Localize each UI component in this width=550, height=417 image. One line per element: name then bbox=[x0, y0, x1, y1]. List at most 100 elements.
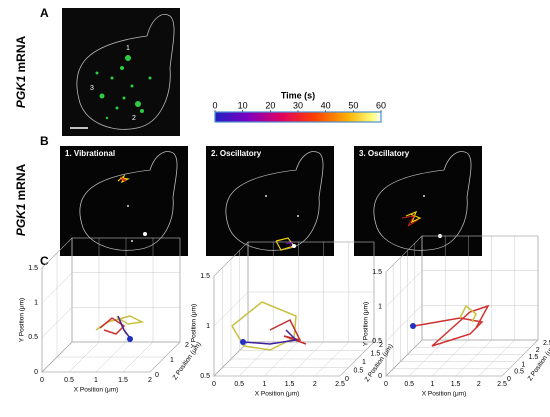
colorbar-tick-label: 0 bbox=[212, 100, 217, 110]
grid-line bbox=[407, 250, 524, 355]
x-tick-label: 0.5 bbox=[234, 381, 244, 388]
x-tick-label: 0 bbox=[384, 381, 388, 388]
panel-label: C bbox=[40, 254, 49, 268]
x-tick-label: 1.5 bbox=[451, 381, 461, 388]
x-tick-label: 0.5 bbox=[404, 381, 414, 388]
y-tick-label: 0.5 bbox=[200, 373, 210, 380]
grid-line bbox=[41, 272, 180, 303]
grid-line bbox=[314, 242, 349, 377]
x-axis-label: X Position (μm) bbox=[422, 391, 467, 398]
micrograph: 2. Oscillatory bbox=[206, 146, 334, 256]
gene-label: PGK1 mRNA bbox=[14, 163, 28, 236]
z-tick-label: 2 bbox=[185, 342, 189, 349]
x-tick-label: 1.5 bbox=[285, 381, 295, 388]
panel-title: 1. Vibrational bbox=[65, 149, 115, 158]
z-tick-label: 2 bbox=[379, 342, 383, 349]
grid-line bbox=[385, 270, 538, 307]
y-tick-label: 1 bbox=[206, 323, 210, 330]
grid-line bbox=[213, 276, 340, 377]
panel-label: B bbox=[40, 134, 49, 148]
colorbar-tick-label: 30 bbox=[293, 100, 303, 110]
x-tick-label: 1.5 bbox=[118, 377, 128, 384]
gene-label: PGK1 mRNA bbox=[14, 35, 28, 108]
side-wall bbox=[385, 235, 423, 377]
x-tick-label: 2.5 bbox=[497, 381, 507, 388]
panel-title: 3. Oscillatory bbox=[359, 149, 410, 158]
colorbar-tick-label: 50 bbox=[348, 100, 358, 110]
plot-3d: 00.511.522.500.511.500.511.522.5X Positi… bbox=[363, 235, 550, 398]
z-tick-label: 0 bbox=[155, 372, 159, 379]
panel-label: A bbox=[40, 6, 49, 20]
x-tick-label: 1 bbox=[262, 381, 266, 388]
micrograph: 1 3 2 bbox=[62, 8, 180, 136]
y-tick-label: 1.5 bbox=[372, 269, 382, 276]
grid-line bbox=[230, 259, 357, 360]
z-tick-label: 0 bbox=[345, 376, 349, 383]
x-tick-label: 1 bbox=[430, 381, 434, 388]
grid-line bbox=[478, 236, 515, 377]
x-tick-label: 0 bbox=[40, 377, 44, 384]
grid-line bbox=[393, 264, 510, 369]
x-tick-label: 2 bbox=[148, 377, 152, 384]
grid-line bbox=[385, 236, 423, 377]
y-tick-label: 0 bbox=[34, 369, 38, 376]
micrograph: 3. Oscillatory bbox=[354, 146, 482, 256]
grid-line bbox=[149, 238, 181, 373]
x-tick-label: 2.5 bbox=[335, 381, 345, 388]
grid-line bbox=[264, 242, 299, 377]
grid-line bbox=[222, 267, 349, 368]
colorbar bbox=[214, 111, 382, 123]
gene-suffix: mRNA bbox=[14, 35, 28, 72]
z-tick-label: 2.5 bbox=[543, 340, 550, 347]
colorbar-title: Time (s) bbox=[281, 90, 315, 100]
grid-line bbox=[71, 238, 180, 343]
spot-label: 1 bbox=[126, 45, 130, 52]
spot-label: 3 bbox=[90, 85, 94, 92]
grid-line bbox=[289, 242, 324, 377]
grid-line bbox=[414, 243, 531, 348]
trajectory bbox=[95, 301, 490, 351]
colorbar-tick-label: 10 bbox=[238, 100, 248, 110]
z-tick-label: 1 bbox=[170, 357, 174, 364]
grid-line bbox=[432, 236, 469, 377]
y-tick-label: 1.5 bbox=[200, 273, 210, 280]
z-tick-label: 1 bbox=[521, 361, 525, 368]
x-axis-label: X Position (μm) bbox=[74, 387, 119, 394]
z-tick-label: 2 bbox=[536, 347, 540, 354]
grid-line bbox=[239, 250, 366, 351]
y-axis-label: Y Position (μm) bbox=[19, 298, 26, 342]
grid-line bbox=[421, 236, 538, 341]
colorbar-tick-label: 40 bbox=[321, 100, 331, 110]
x-axis-label: X Position (μm) bbox=[255, 391, 300, 398]
y-axis-label: Y Position (μm) bbox=[363, 302, 370, 346]
grid-line bbox=[239, 242, 274, 377]
micrograph: 1. Vibrational bbox=[60, 146, 188, 256]
y-tick-label: 1.5 bbox=[28, 265, 38, 272]
x-tick-label: 0.5 bbox=[64, 377, 74, 384]
gene-name: PGK1 bbox=[14, 75, 28, 108]
colorbar-ticks: 0 10 20 30 40 50 60 bbox=[212, 100, 386, 112]
x-tick-label: 2 bbox=[313, 381, 317, 388]
colorbar-tick-label: 60 bbox=[376, 100, 386, 110]
colorbar-tick-label: 20 bbox=[265, 100, 275, 110]
y-tick-label: 1 bbox=[378, 304, 382, 311]
z-tick-label: 1 bbox=[362, 359, 366, 366]
gene-suffix: mRNA bbox=[14, 163, 28, 200]
y-tick-label: 1 bbox=[34, 300, 38, 307]
z-tick-label: 0.5 bbox=[354, 367, 364, 374]
y-tick-label: 0.5 bbox=[28, 334, 38, 341]
z-tick-label: 0 bbox=[507, 376, 511, 383]
z-tick-label: 1.5 bbox=[371, 350, 381, 357]
grid-line bbox=[41, 268, 150, 373]
x-tick-label: 0 bbox=[212, 381, 216, 388]
z-tick-label: 1.5 bbox=[529, 354, 539, 361]
grid-line bbox=[385, 272, 502, 377]
panel-title: 2. Oscillatory bbox=[211, 149, 262, 158]
x-tick-label: 1 bbox=[94, 377, 98, 384]
y-axis-label: Y Position (μm) bbox=[191, 304, 198, 348]
grid-line bbox=[122, 238, 154, 373]
grid-line bbox=[95, 238, 127, 373]
